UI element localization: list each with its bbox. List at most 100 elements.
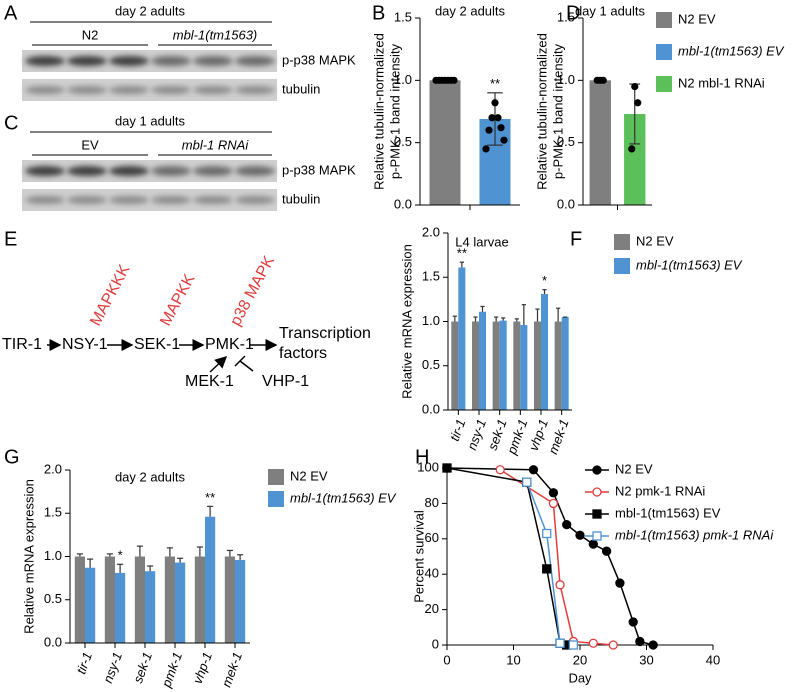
survival-point xyxy=(528,465,539,475)
blot-band xyxy=(151,196,191,204)
data-point xyxy=(497,124,505,132)
panel-letter: B xyxy=(372,2,385,24)
inhibitor: VHP-1 xyxy=(262,373,309,390)
blot-band xyxy=(109,196,149,204)
bar xyxy=(104,556,115,643)
bar xyxy=(499,320,507,410)
legend-label: N2 EV xyxy=(290,468,328,483)
node: SEK-1 xyxy=(134,336,180,353)
blot-strip xyxy=(22,189,277,211)
legend-label: N2 EV xyxy=(678,11,716,26)
y-tick-label: 0.5 xyxy=(394,134,412,149)
bar xyxy=(175,562,186,643)
legend-marker xyxy=(592,531,602,541)
significance: ** xyxy=(205,490,215,505)
row-label: p-p38 MAPK xyxy=(282,52,356,67)
legend-label: N2 pmk-1 RNAi xyxy=(615,483,705,498)
x-tick-label: 10 xyxy=(506,652,520,667)
blot-strip xyxy=(22,160,277,182)
legend-label: N2 EV xyxy=(615,461,653,476)
blot-band xyxy=(235,196,275,204)
significance: ** xyxy=(457,246,467,261)
bar xyxy=(624,113,646,205)
bar xyxy=(554,321,562,410)
y-tick-label: 1.0 xyxy=(557,72,575,87)
y-tick-label: 1.0 xyxy=(422,313,440,328)
y-tick-label: 1.0 xyxy=(394,72,412,87)
blot-band xyxy=(25,196,65,204)
y-tick-label: 0.5 xyxy=(422,357,440,372)
bar xyxy=(451,321,459,410)
row-label: tubulin xyxy=(282,81,320,96)
panel-letter: E xyxy=(4,228,17,250)
node: TIR-1 xyxy=(2,336,42,353)
y-tick-label: 2.0 xyxy=(44,461,62,476)
panel-letter: A xyxy=(4,2,18,24)
legend-swatch xyxy=(268,491,284,507)
panel-letter: F xyxy=(570,228,582,250)
y-tick-label: 0.0 xyxy=(557,196,575,211)
blot-band xyxy=(235,166,275,176)
legend-swatch xyxy=(268,469,284,485)
blot-band xyxy=(235,86,275,94)
y-tick-label: 1.5 xyxy=(394,9,412,24)
blot-band xyxy=(193,196,233,204)
blot-title: day 1 adults xyxy=(115,113,186,128)
bar xyxy=(471,321,479,410)
group-label: EV xyxy=(81,137,99,152)
legend-marker xyxy=(592,487,602,497)
blot-band xyxy=(193,56,233,66)
panel-letter: D xyxy=(566,2,580,24)
legend-label: mbl-1(tm1563) EV xyxy=(636,257,743,272)
survival-point xyxy=(562,519,572,530)
data-point xyxy=(482,145,490,153)
y-axis-label: Relative tubulin-normalized xyxy=(534,33,549,190)
bar xyxy=(224,556,235,643)
data-point xyxy=(488,114,496,122)
x-tick-label: tir-1 xyxy=(73,650,95,676)
y-tick-label: 0 xyxy=(432,636,439,651)
survival-point xyxy=(588,539,598,549)
y-tick-label: 0.5 xyxy=(557,134,575,149)
group-label: mbl-1(tm1563) xyxy=(173,27,258,42)
y-axis-label: Relative mRNA expression xyxy=(399,244,414,399)
bar xyxy=(533,321,541,410)
legend-swatch xyxy=(614,258,630,274)
blot-band xyxy=(25,166,65,176)
survival-point xyxy=(542,528,552,539)
survival-point xyxy=(608,640,618,650)
legend-label: mbl-1(tm1563) EV xyxy=(678,43,785,58)
chart-title: day 2 adults xyxy=(435,3,506,18)
chart-title: day 2 adults xyxy=(115,469,186,484)
data-point xyxy=(628,145,636,153)
legend-swatch xyxy=(614,234,630,250)
data-point xyxy=(599,76,607,84)
inhibit-bar xyxy=(234,355,246,367)
node: PMK-1 xyxy=(205,336,254,353)
kinase-class: MAPKKK xyxy=(87,262,133,329)
survival-point xyxy=(555,638,565,648)
bar xyxy=(115,572,126,643)
survival-point xyxy=(568,640,578,650)
blot-band xyxy=(25,86,65,94)
group-label: mbl-1 RNAi xyxy=(182,137,250,152)
node: Transcription xyxy=(279,325,371,342)
kinase-class: MAPKK xyxy=(157,271,198,329)
y-tick-label: 1.5 xyxy=(44,505,62,520)
bar xyxy=(561,317,569,410)
panel-letter: C xyxy=(4,112,18,134)
legend-marker xyxy=(592,509,602,519)
bar xyxy=(194,556,205,643)
arrow xyxy=(209,355,228,373)
row-label: p-p38 MAPK xyxy=(282,162,356,177)
bar xyxy=(541,294,549,410)
survival-point xyxy=(635,636,645,647)
panel-letter: G xyxy=(4,446,20,468)
y-axis-label: p-PMK-1 band intensity xyxy=(387,43,402,179)
legend-label: mbl-1(tm1563) EV xyxy=(290,490,397,505)
x-tick-label: nsy-1 xyxy=(100,650,125,685)
y-axis-label: Relative tubulin-normalized xyxy=(371,33,386,190)
y-tick-label: 60 xyxy=(425,530,439,545)
survival-point xyxy=(548,498,559,509)
legend-label: mbl-1(tm1563) pmk-1 RNAi xyxy=(615,527,774,542)
